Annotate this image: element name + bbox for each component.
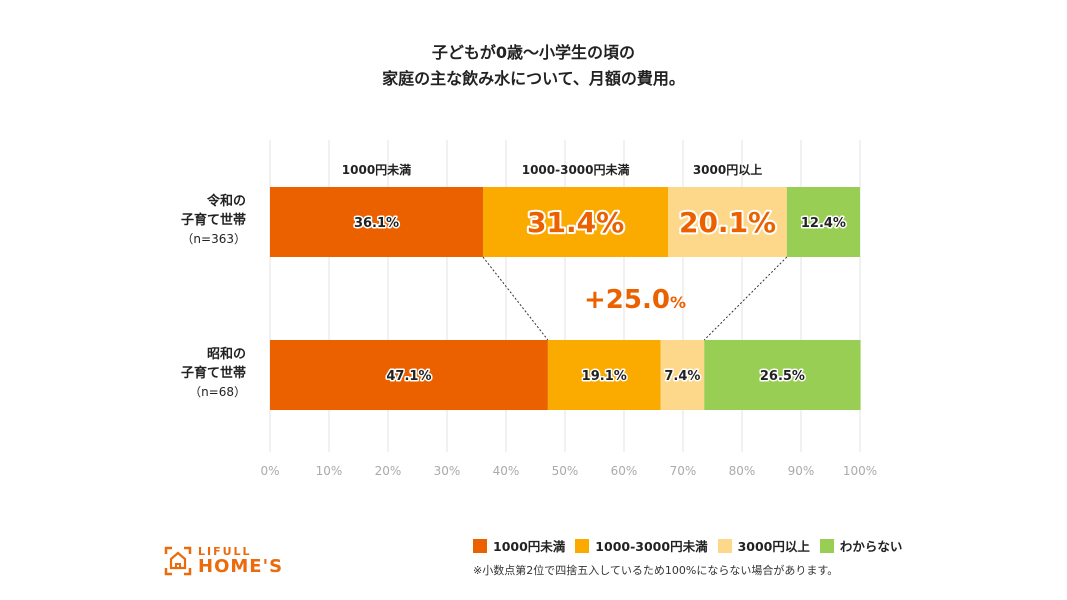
legend-label: 1000-3000円未満 — [595, 539, 708, 554]
x-tick-label: 30% — [434, 464, 461, 478]
legend-item: わからない — [819, 536, 903, 555]
difference-annotation: +25.0% — [584, 285, 686, 315]
category-label: 令和の — [207, 193, 246, 209]
top-category-label: 1000円未満 — [342, 162, 411, 177]
x-tick-label: 70% — [670, 464, 697, 478]
legend-item: 1000-3000円未満 — [575, 536, 708, 555]
legend: 1000円未満 1000-3000円未満 3000円以上 わからない — [473, 536, 902, 555]
data-label: 26.5% — [760, 369, 805, 384]
x-tick-label: 10% — [316, 464, 343, 478]
chart-title: 子どもが0歳〜小学生の頃の 家庭の主な飲み水について、月額の費用。 — [0, 40, 1067, 92]
x-tick-label: 0% — [260, 464, 279, 478]
bar-segment — [668, 187, 787, 257]
data-label: 36.1% — [354, 216, 399, 231]
category-label: 子育て世帯 — [181, 212, 246, 228]
lifull-homes-logo: LIFULL HOME'S — [164, 546, 283, 576]
legend-item: 3000円以上 — [717, 536, 810, 555]
house-icon — [164, 546, 192, 576]
title-line-2: 家庭の主な飲み水について、月額の費用。 — [382, 69, 685, 88]
bar-segment — [704, 340, 861, 410]
x-tick-label: 90% — [788, 464, 815, 478]
top-category-label: 3000円以上 — [693, 162, 762, 177]
connector-line — [482, 256, 549, 341]
legend-swatch — [717, 538, 732, 553]
legend-swatch — [575, 538, 590, 553]
bar-segment — [482, 187, 669, 257]
data-label: 19.1% — [582, 369, 627, 384]
x-tick-label: 100% — [843, 464, 877, 478]
bar-segment — [786, 187, 860, 257]
bar-segment — [660, 340, 705, 410]
data-label: 20.1% — [679, 206, 776, 239]
x-tick-label: 20% — [375, 464, 402, 478]
category-label: （n=363） — [181, 232, 246, 246]
footnote: ※小数点第2位で四捨五入しているため100%にならない場合があります。 — [473, 564, 839, 577]
bar-segment — [270, 340, 548, 410]
top-category-label: 1000-3000円未満 — [522, 162, 630, 177]
x-tick-label: 50% — [552, 464, 579, 478]
data-label: 31.4% — [527, 206, 624, 239]
connector-line — [703, 256, 788, 341]
legend-item: 1000円未満 — [473, 536, 565, 555]
category-label: （n=68） — [189, 385, 246, 399]
legend-label: 3000円以上 — [737, 539, 810, 554]
data-label: 12.4% — [801, 216, 846, 231]
legend-swatch — [473, 538, 487, 553]
data-label: 7.4% — [664, 369, 700, 384]
category-label: 昭和の — [207, 346, 246, 362]
title-line-1: 子どもが0歳〜小学生の頃の — [431, 43, 636, 62]
data-label: 47.1% — [386, 369, 431, 384]
bar-segment — [547, 340, 661, 410]
bar-segment — [270, 187, 483, 257]
x-tick-label: 60% — [611, 464, 638, 478]
category-label: 子育て世帯 — [181, 365, 246, 381]
logo-line1: LIFULL — [198, 545, 252, 558]
x-tick-label: 40% — [493, 464, 520, 478]
logo-line2: HOME'S — [198, 556, 284, 577]
legend-swatch — [819, 538, 834, 553]
legend-label: わからない — [839, 539, 903, 554]
x-tick-label: 80% — [729, 464, 756, 478]
legend-label: 1000円未満 — [493, 539, 566, 554]
